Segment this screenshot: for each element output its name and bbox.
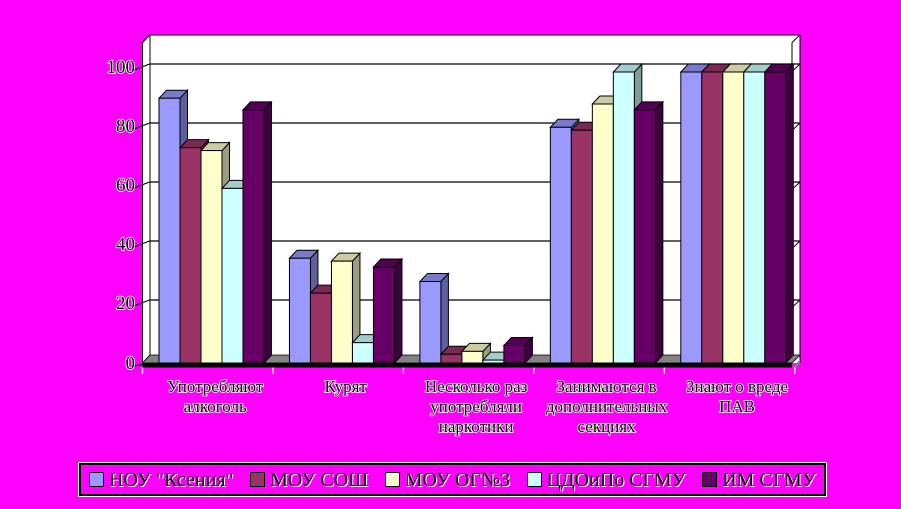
- bar-c3-s2: [591, 103, 614, 364]
- legend-item: МОУ СОШ: [250, 470, 368, 490]
- bar-c2-s4: [503, 345, 526, 364]
- bar-c3-s4: [633, 109, 656, 364]
- bar-c4-s3: [743, 71, 766, 364]
- bar-side-c1-s4: [393, 257, 403, 365]
- bar-c1-s4: [372, 266, 395, 364]
- legend-key-swatch: [526, 472, 542, 487]
- bar-c3-s0: [549, 126, 572, 364]
- y-axis-label: 0: [126, 353, 136, 374]
- bar-c0-s3: [221, 187, 244, 364]
- left-wall: [142, 33, 151, 365]
- legend-label: ЦДОиПо СГМУ: [546, 468, 686, 491]
- y-tick: [133, 122, 150, 130]
- x-axis-label: Занимаются в: [556, 377, 656, 396]
- y-tick: [133, 63, 150, 71]
- x-axis-label: Употребляют: [167, 377, 264, 396]
- bar-c0-s1: [179, 147, 202, 364]
- bar-c1-s3: [351, 342, 374, 364]
- y-tick: [133, 240, 150, 248]
- x-axis-label: ПАВ: [719, 397, 755, 416]
- bar-c4-s0: [680, 71, 703, 364]
- bar-c0-s0: [158, 97, 181, 364]
- legend-item: МОУ ОГ№3: [384, 468, 511, 491]
- x-axis-label: употребляли: [430, 397, 522, 416]
- bar-side-c4-s4: [785, 62, 794, 365]
- bar-c4-s4: [764, 71, 787, 364]
- x-axis-label: секциях: [578, 417, 637, 436]
- legend-label: ИМ СГМУ: [722, 468, 816, 491]
- legend-label: МОУ СОШ: [270, 468, 369, 491]
- y-tick: [133, 181, 150, 189]
- y-axis-label: 80: [116, 116, 135, 137]
- legend-key-swatch: [250, 472, 266, 487]
- legend-key-swatch: [89, 472, 104, 487]
- bar-c2-s0: [419, 281, 442, 364]
- bar-c4-s1: [701, 71, 724, 364]
- floor-right-wedge: [792, 359, 800, 368]
- x-axis-label: дополнительных: [546, 397, 668, 416]
- x-axis-label: Несколько раз: [425, 377, 528, 396]
- x-axis-label: Знают о вреде: [686, 377, 788, 396]
- legend-label: НОУ "Ксения": [109, 468, 234, 491]
- bar-c0-s2: [200, 150, 223, 364]
- y-axis-label: 20: [116, 293, 135, 314]
- bar-c3-s3: [612, 71, 635, 364]
- legend-item: НОУ "Ксения": [89, 470, 234, 490]
- legend-key-swatch: [384, 472, 400, 487]
- x-axis-label: алкоголь: [184, 397, 247, 416]
- bar-c0-s4: [242, 109, 265, 364]
- x-axis-label: Курят: [325, 377, 368, 396]
- bar-c1-s0: [288, 257, 311, 364]
- bar-side-c0-s4: [263, 100, 272, 365]
- legend-item: ИМ СГМУ: [702, 470, 816, 490]
- bar-c1-s2: [330, 260, 353, 364]
- legend-item: ЦДОиПо СГМУ: [526, 468, 686, 491]
- bar-c3-s1: [570, 129, 593, 364]
- y-axis-label: 40: [116, 234, 135, 255]
- y-axis-label: 60: [116, 175, 135, 196]
- y-axis-label: 100: [107, 57, 136, 78]
- bar-c1-s1: [309, 292, 332, 364]
- x-axis-label: наркотики: [439, 417, 514, 436]
- legend-key-swatch: [702, 472, 718, 487]
- bar-c4-s2: [722, 71, 745, 364]
- bar-c2-s2: [461, 350, 484, 364]
- legend-label: МОУ ОГ№3: [404, 468, 511, 491]
- floor-front-edge: [142, 363, 792, 368]
- y-tick: [133, 299, 150, 307]
- bar-c2-s1: [440, 353, 463, 364]
- bar-side-c3-s4: [654, 100, 664, 365]
- bar-c2-s3: [482, 359, 505, 364]
- chart-legend: НОУ "Ксения" МОУ СОШ МОУ ОГ№3 ЦДОиПо СГМ…: [79, 463, 826, 496]
- wall-topright-slant: [791, 34, 801, 43]
